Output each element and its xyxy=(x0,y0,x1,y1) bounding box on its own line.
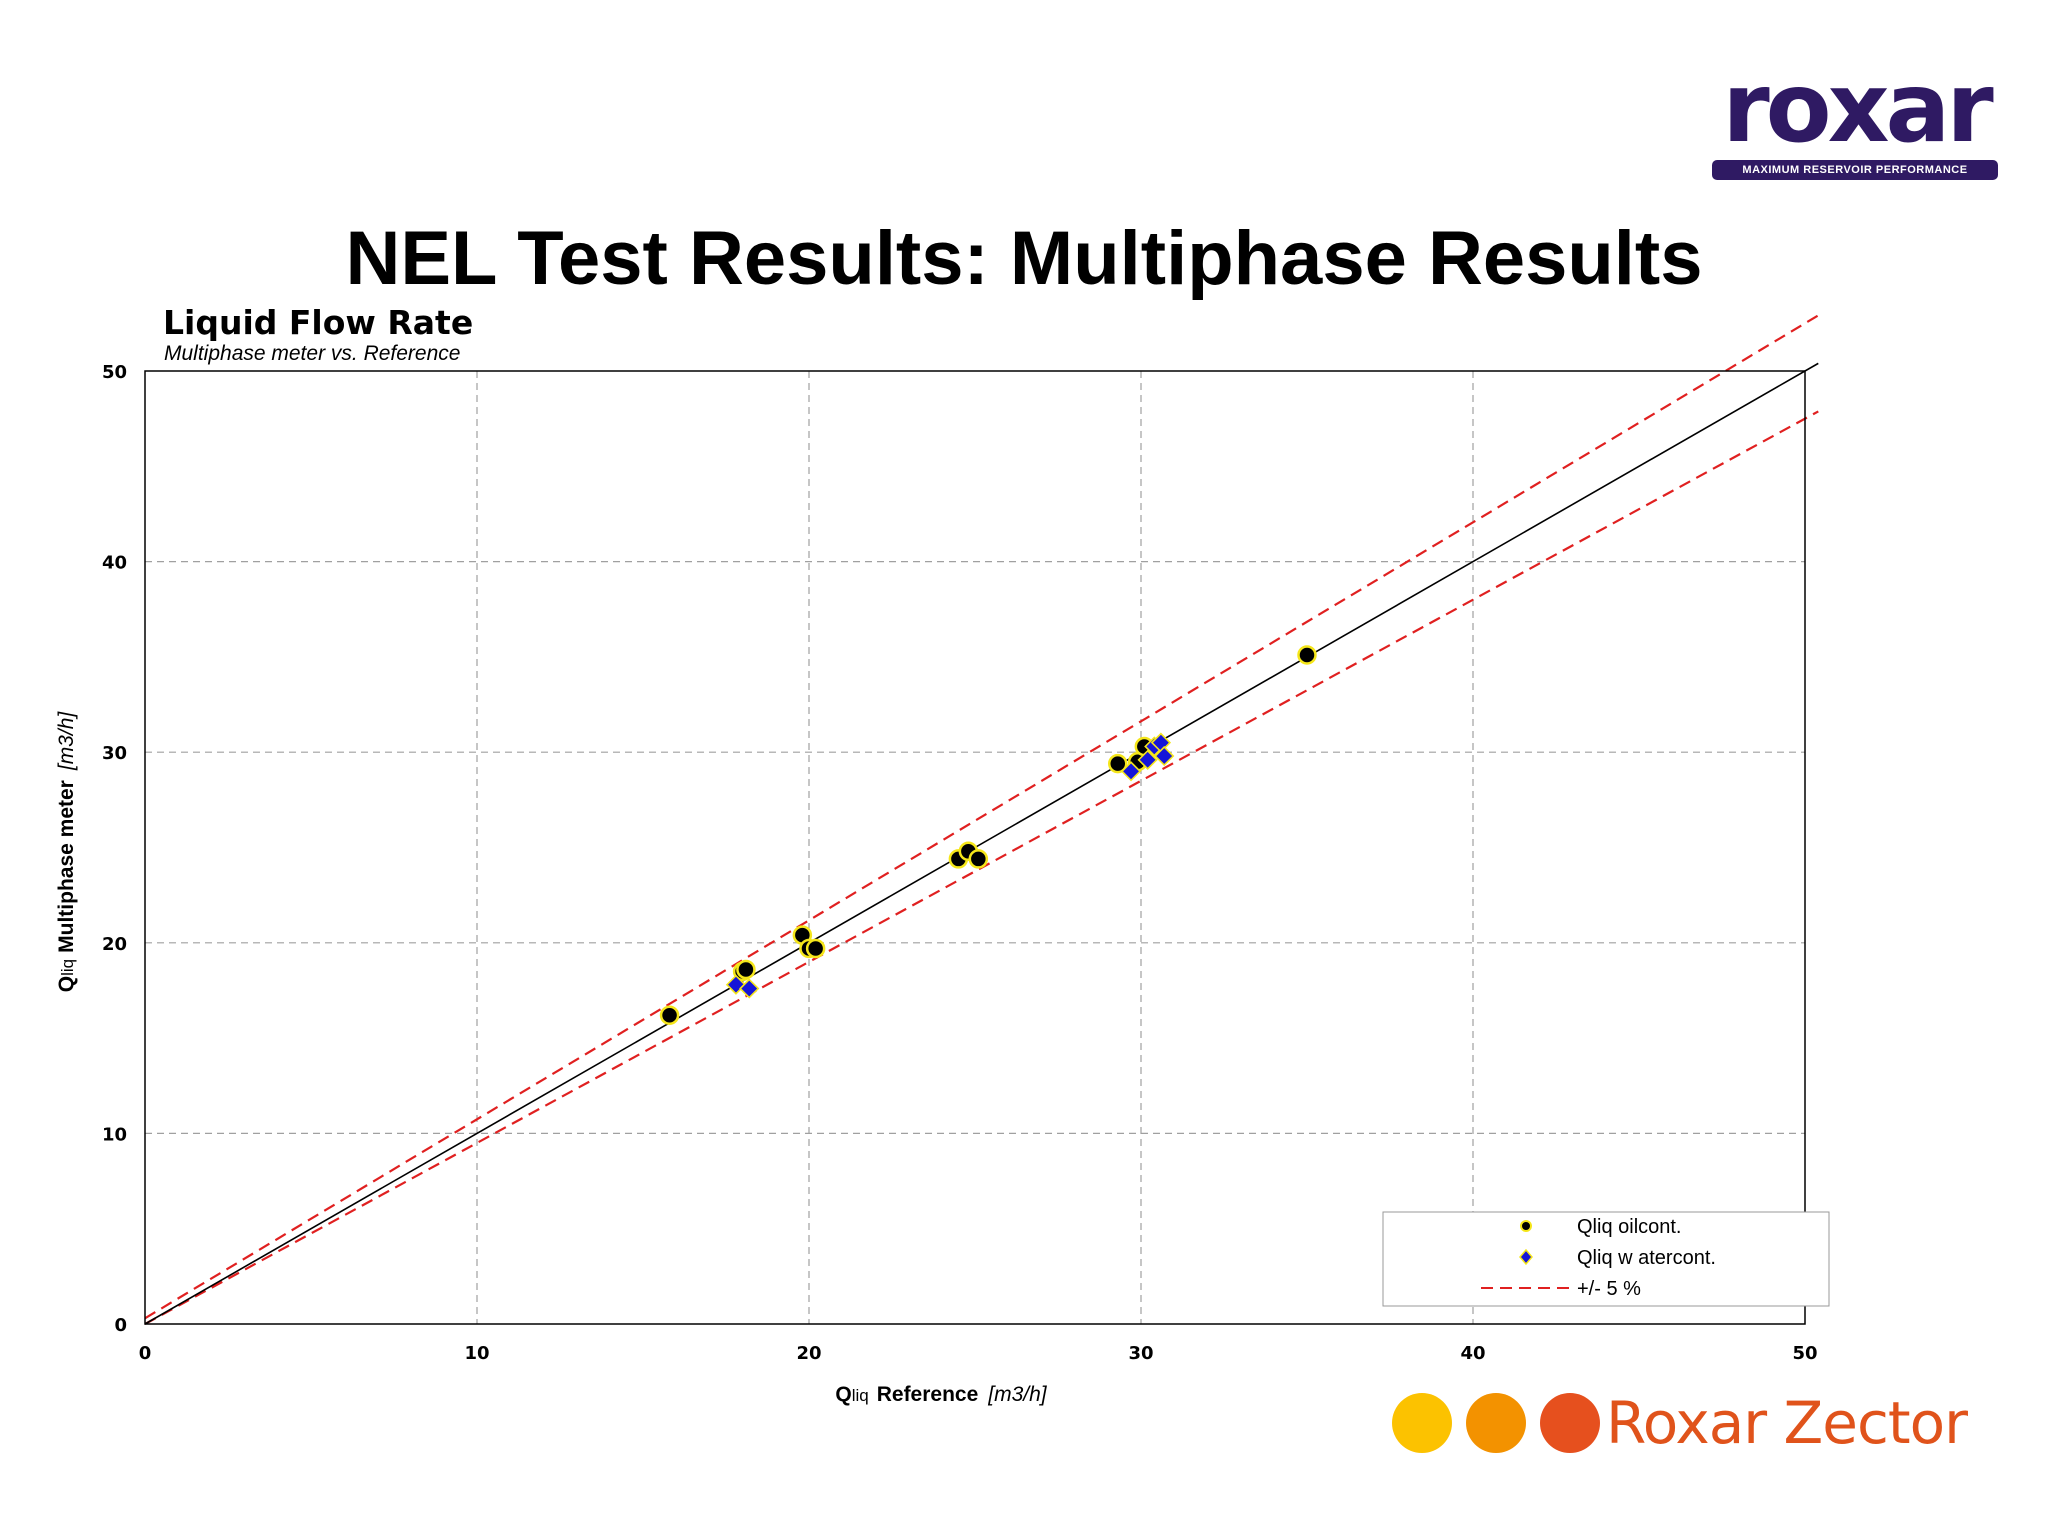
x-tick-label-0: 0 xyxy=(139,1343,152,1364)
x-tick-label-10: 10 xyxy=(464,1343,489,1364)
x-tick-label-40: 40 xyxy=(1460,1343,1485,1364)
legend-box xyxy=(1382,1211,1830,1307)
roxar-logo-wordmark: roxar xyxy=(1722,52,1993,164)
x-axis-label-text: Reference xyxy=(877,1383,979,1406)
chart-legend: Qliq oilcont. Qliq w atercont. +/- 5 % xyxy=(1382,1211,1830,1307)
data-points xyxy=(659,645,1317,1025)
x-axis-label: Qliq Reference [m3/h] xyxy=(835,1383,1047,1406)
y-axis-label-subscript: liq xyxy=(58,959,77,976)
zector-dot-orange-icon xyxy=(1466,1393,1526,1453)
tolerance-band-line-upper xyxy=(144,314,1819,1320)
y-tick-label-30: 30 xyxy=(102,743,127,764)
roxar-logo-tagline: MAXIMUM RESERVOIR PERFORMANCE xyxy=(1712,160,1998,180)
x-tick-label-50: 50 xyxy=(1792,1343,1817,1364)
y-tick-label-20: 20 xyxy=(102,934,127,955)
grid-lines xyxy=(145,371,1805,1324)
water-point-3 xyxy=(1137,749,1158,770)
y-axis-label: Qliq Multiphase meter [m3/h] xyxy=(55,711,78,993)
zector-dot-red-icon xyxy=(1540,1393,1600,1453)
y-tick-label-50: 50 xyxy=(102,362,127,383)
zector-dot-yellow-icon xyxy=(1392,1393,1452,1453)
x-axis-label-symbol: Q xyxy=(835,1383,851,1406)
axis-tick-labels: 0 10 20 30 40 50 0 10 20 30 40 50 xyxy=(102,362,1818,1364)
oil-point-5 xyxy=(805,938,826,959)
x-axis-label-unit: [m3/h] xyxy=(987,1383,1048,1406)
plot-frame xyxy=(144,370,1806,1325)
oil-point-8 xyxy=(968,849,989,869)
y-tick-label-10: 10 xyxy=(102,1124,127,1145)
y-tick-label-0: 0 xyxy=(114,1315,127,1336)
oil-point-9 xyxy=(1108,753,1128,774)
y-axis-label-symbol: Q xyxy=(55,976,78,992)
roxar-logo: roxar MAXIMUM RESERVOIR PERFORMANCE xyxy=(1708,58,2004,186)
legend-water-label: Qliq w atercont. xyxy=(1577,1247,1716,1269)
legend-water-marker xyxy=(1519,1248,1533,1266)
legend-oil-label: Qliq oilcont. xyxy=(1577,1216,1682,1238)
y-tick-label-40: 40 xyxy=(102,553,127,574)
legend-oil-marker xyxy=(1520,1220,1532,1232)
identity-reference-line xyxy=(144,362,1819,1325)
x-axis-label-subscript: liq xyxy=(852,1386,869,1405)
x-tick-label-20: 20 xyxy=(796,1343,821,1364)
water-point-1 xyxy=(739,978,760,999)
water-point-2 xyxy=(1120,761,1142,782)
chart-title: Liquid Flow Rate xyxy=(163,303,473,342)
water-point-6 xyxy=(1154,745,1175,767)
y-axis-label-text: Multiphase meter xyxy=(55,780,78,953)
oil-point-12 xyxy=(1297,645,1317,665)
oil-point-2 xyxy=(736,959,756,980)
slide-title: NEL Test Results: Multiphase Results xyxy=(345,216,1703,301)
y-axis-label-unit: [m3/h] xyxy=(55,711,78,772)
x-tick-label-30: 30 xyxy=(1128,1343,1153,1364)
zector-brand-name: Roxar Zector xyxy=(1606,1389,1968,1457)
series-lines xyxy=(144,314,1819,1325)
chart-subtitle: Multiphase meter vs. Reference xyxy=(164,342,460,365)
legend-band-label: +/- 5 % xyxy=(1577,1278,1641,1300)
oil-point-0 xyxy=(659,1005,680,1025)
roxar-zector-logo: Roxar Zector xyxy=(1376,1389,2016,1460)
